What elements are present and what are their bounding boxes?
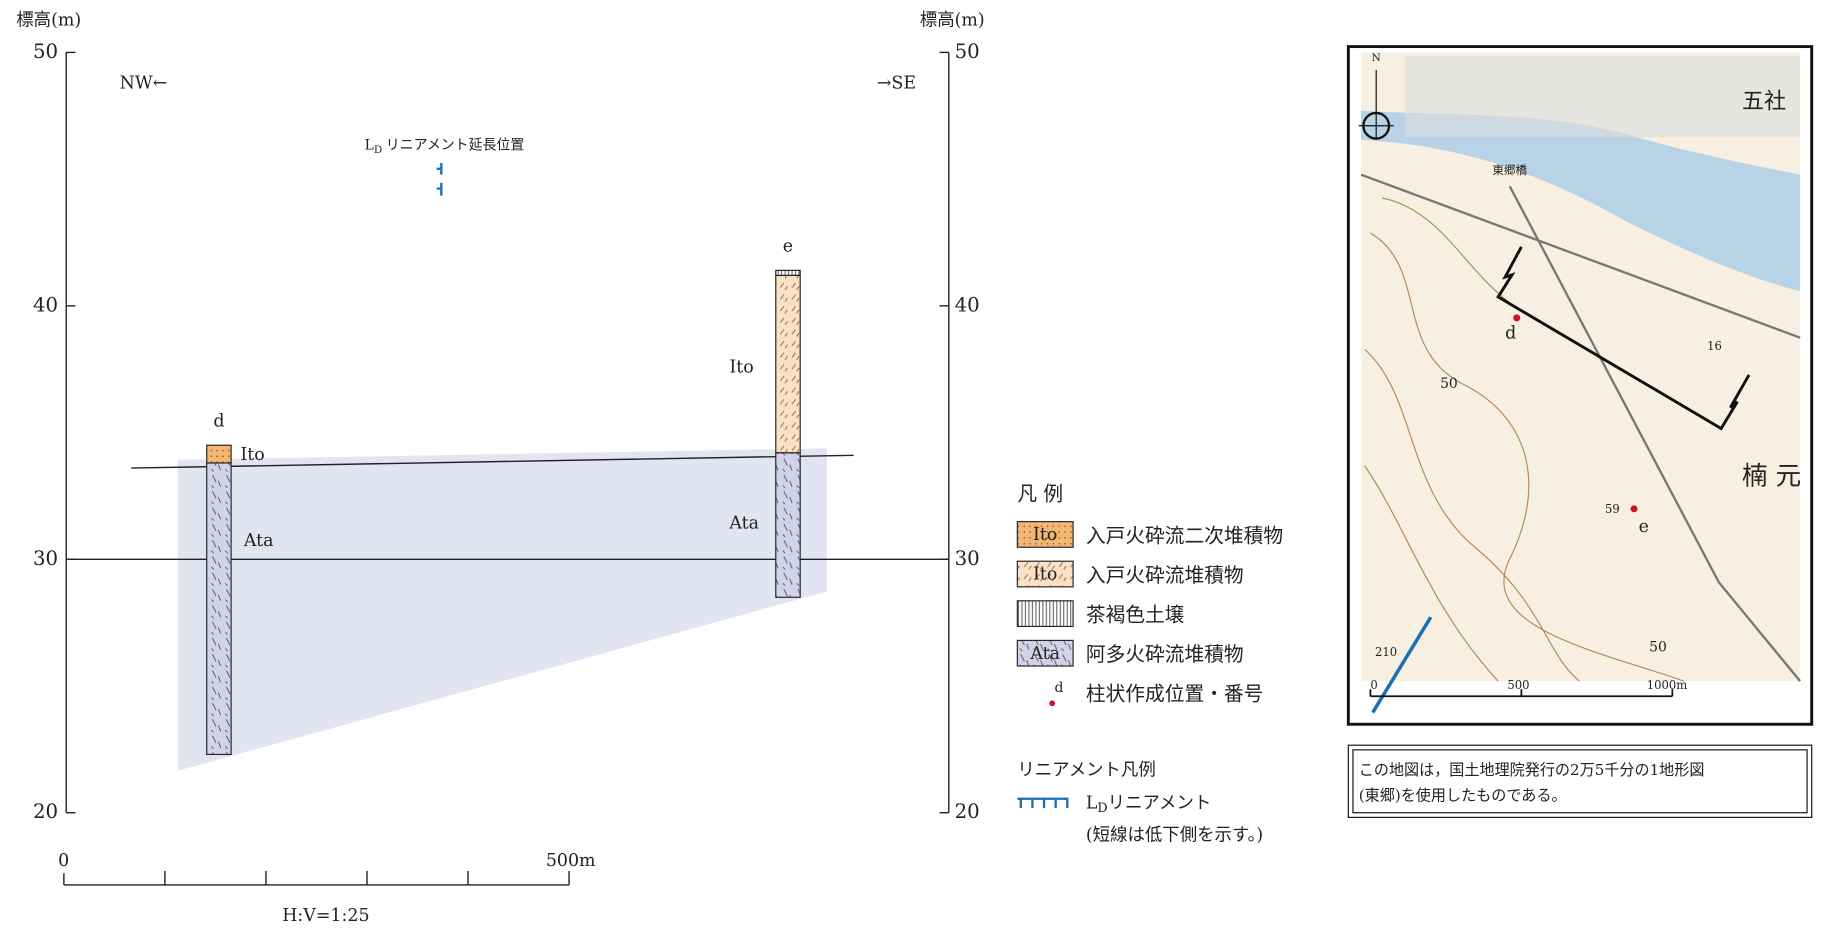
map-label: N [1372, 52, 1381, 64]
layer-label: Ata [243, 531, 274, 551]
scale-ratio: H:V=1:25 [282, 906, 369, 926]
map-label: 東郷橋 [1492, 163, 1527, 177]
lineament-label: LD リニアメント延長位置 [365, 138, 525, 157]
map-label: e [1639, 517, 1649, 537]
map-label: 50 [1649, 639, 1667, 655]
y-label-left: 標高(m) [16, 10, 81, 30]
ata-extent [177, 448, 827, 771]
column-layer [206, 444, 232, 464]
legend-label: 柱状作成位置・番号 [1086, 683, 1264, 706]
layer-label: Ata [728, 513, 759, 533]
column-layer [775, 452, 801, 598]
map-label: 五社 [1742, 88, 1786, 114]
legend-swatch [1016, 639, 1074, 667]
column-layer [775, 274, 801, 454]
horizon-line [131, 454, 854, 469]
y-tick-label: 30 [955, 547, 980, 570]
l: L [1086, 793, 1098, 813]
legend-label: 入戸火砕流二次堆積物 [1086, 524, 1283, 547]
direction-right: →SE [877, 73, 916, 93]
legend-marker-label: d [1055, 680, 1064, 696]
text: リニアメント延長位置 [386, 138, 525, 154]
legend-swatch-label: Ata [1029, 644, 1060, 664]
column-id: e [783, 237, 793, 257]
lineament-legend: リニアメント凡例 LDリニアメント (短線は低下側を示す。) [1017, 760, 1263, 845]
map-label: 1000m [1647, 678, 1688, 692]
lineament-legend-label: LDリニアメント [1086, 793, 1211, 816]
y-tick-label: 30 [33, 547, 58, 570]
legend-title: 凡 例 [1017, 482, 1063, 505]
scale-start: 0 [58, 851, 69, 871]
map-label: 500 [1507, 678, 1529, 692]
y-tick-label: 20 [955, 800, 980, 823]
layer-label: Ito [729, 357, 753, 377]
legend-label: 阿多火砕流堆積物 [1086, 643, 1244, 666]
caption: この地図は，国土地理院発行の2万5千分の1地形図 [1359, 761, 1705, 779]
column-layer [206, 462, 232, 756]
lineament-legend-title: リニアメント凡例 [1017, 760, 1155, 780]
y-tick-label: 50 [955, 40, 980, 63]
legend-marker [1049, 700, 1056, 707]
map-label: 楠 元 [1742, 461, 1801, 491]
l: L [365, 138, 374, 154]
legend-swatch [1016, 521, 1074, 548]
sub: D [374, 144, 382, 156]
layer-label: Ito [240, 445, 264, 465]
legend-label: 茶褐色土壌 [1086, 603, 1185, 626]
legend-label: 入戸火砕流堆積物 [1086, 564, 1244, 587]
cross-section: 標高(m) 標高(m) NW← →SE LD リニアメント延長位置 0 500m … [16, 10, 984, 925]
sub: D [1097, 801, 1107, 816]
scale-end: 500m [546, 851, 596, 871]
map-label: d [1505, 324, 1516, 344]
map-label: 0 [1370, 678, 1377, 692]
map-label: 16 [1707, 339, 1722, 353]
caption: (東郷)を使用したものである。 [1359, 786, 1567, 804]
map: この地図は，国土地理院発行の2万5千分の1地形図 (東郷)を使用したものである。… [1346, 45, 1814, 818]
column-id: d [213, 411, 224, 431]
lineament-symbol [1017, 797, 1069, 809]
y-label-right: 標高(m) [920, 10, 985, 30]
y-tick-label: 40 [33, 293, 58, 316]
legend-swatch-label: Ito [1033, 565, 1057, 585]
map-label: 59 [1605, 502, 1620, 516]
direction-left: NW← [120, 73, 168, 93]
lineament-mark [436, 163, 443, 196]
y-tick-label: 40 [955, 293, 980, 316]
column-layer [775, 269, 801, 277]
y-tick-label: 20 [33, 800, 58, 823]
scale-bar [63, 870, 570, 886]
legend-swatch-label: Ito [1033, 525, 1057, 545]
y-tick-label: 50 [33, 40, 58, 63]
map-label: 50 [1440, 376, 1458, 392]
text: リニアメント [1108, 793, 1212, 813]
legend-swatch [1016, 560, 1074, 588]
lineament-note: (短線は低下側を示す。) [1086, 826, 1263, 846]
legend-swatch [1016, 600, 1074, 628]
map-label: 210 [1375, 645, 1397, 659]
